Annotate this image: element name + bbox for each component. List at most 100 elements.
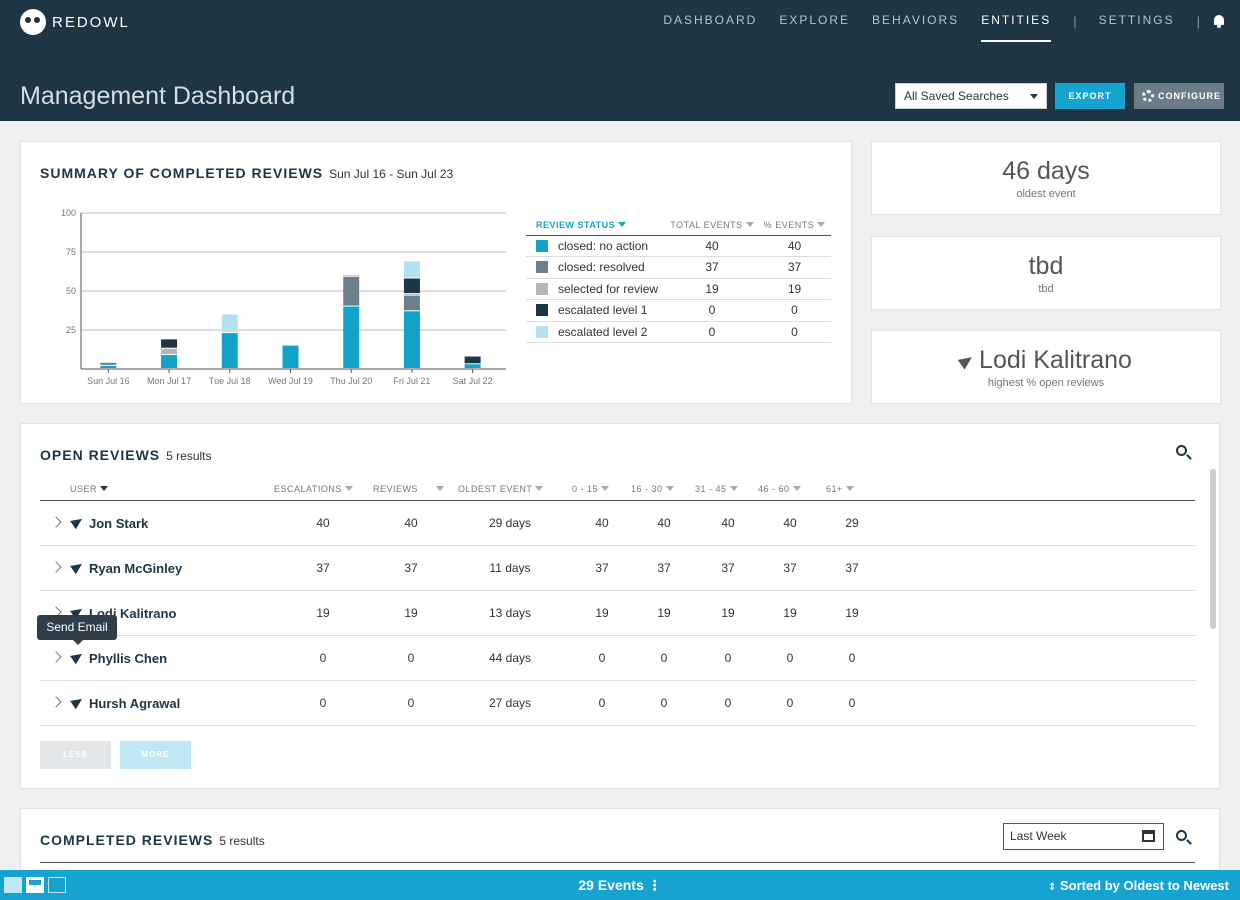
col-46-60[interactable]: 46 - 60 — [758, 484, 801, 494]
send-email-icon[interactable] — [957, 352, 976, 371]
cell-b5: 29 — [845, 516, 859, 530]
col-31-45[interactable]: 31 - 45 — [695, 484, 738, 494]
bar-segment — [403, 261, 420, 278]
col-0-15[interactable]: 0 - 15 — [572, 484, 610, 494]
table-row[interactable]: Ryan McGinley 37 37 11 days 37 37 37 37 37 — [40, 546, 1195, 591]
col-reviews[interactable]: REVIEWS — [373, 484, 445, 494]
bar-segment — [403, 294, 420, 296]
chevron-right-icon[interactable] — [50, 561, 62, 573]
legend-swatch — [536, 261, 548, 274]
send-email-icon[interactable] — [70, 648, 85, 666]
cell-oldest: 13 days — [488, 606, 532, 620]
chevron-right-icon[interactable] — [50, 516, 62, 528]
cell-b2: 19 — [657, 606, 671, 620]
chevron-right-icon[interactable] — [50, 651, 62, 663]
bar-segment — [100, 362, 117, 365]
stat-user-name[interactable]: Lodi Kalitrano — [979, 346, 1132, 374]
cell-b5: 0 — [848, 696, 856, 710]
search-icon[interactable] — [1176, 830, 1187, 841]
table-row[interactable]: Lodi Kalitrano 19 19 13 days 19 19 19 19 19 — [40, 591, 1195, 636]
table-row[interactable]: Hursh Agrawal 0 0 27 days 0 0 0 0 0 — [40, 681, 1195, 726]
search-icon[interactable] — [1176, 445, 1187, 456]
brand-name: REDOWL — [52, 13, 130, 31]
scrollbar[interactable] — [1210, 469, 1216, 629]
send-email-icon[interactable] — [70, 513, 85, 531]
events-count[interactable]: 29 Events ⋮ — [578, 877, 662, 893]
col-user[interactable]: USER — [70, 484, 109, 494]
paper-plane-icon — [70, 514, 85, 530]
status-row[interactable]: closed: resolved 37 37 — [526, 256, 831, 279]
notification-bell-icon[interactable] — [1212, 14, 1226, 28]
legend-swatch — [536, 325, 548, 338]
cell-b3: 0 — [724, 696, 732, 710]
brand-logo[interactable]: REDOWL — [20, 9, 130, 35]
cell-b1: 19 — [595, 606, 609, 620]
status-pct: 0 — [758, 321, 831, 343]
cell-b3: 0 — [724, 651, 732, 665]
user-name[interactable]: Hursh Agrawal — [89, 696, 181, 711]
more-vertical-icon[interactable]: ⋮ — [647, 877, 662, 893]
review-status-table: REVIEW STATUS TOTAL EVENTS % EVENTS clos… — [526, 215, 831, 343]
col-oldest-event[interactable]: OLDEST EVENT — [458, 484, 544, 494]
send-email-icon[interactable] — [70, 693, 85, 711]
col-total-events[interactable]: TOTAL EVENTS — [666, 215, 758, 236]
col-pct-events[interactable]: % EVENTS — [758, 215, 831, 236]
cell-b2: 37 — [657, 561, 671, 575]
user-name[interactable]: Phyllis Chen — [89, 651, 168, 666]
user-name[interactable]: Ryan McGinley — [89, 561, 183, 576]
calendar-icon[interactable] — [1142, 830, 1155, 842]
cell-b4: 19 — [783, 606, 797, 620]
cell-reviews: 37 — [404, 561, 418, 575]
cell-oldest: 11 days — [489, 561, 531, 575]
status-total: 37 — [666, 256, 758, 279]
table-row[interactable]: Phyllis Chen 0 0 44 days 0 0 0 0 0 — [40, 636, 1195, 681]
col-61-plus[interactable]: 61+ — [826, 484, 854, 494]
x-tick-label: Thu Jul 20 — [330, 376, 372, 386]
sort-icon — [665, 486, 674, 491]
nav-explore[interactable]: EXPLORE — [779, 13, 851, 27]
y-tick-label: 100 — [61, 208, 76, 218]
nav-behaviors[interactable]: BEHAVIORS — [872, 13, 960, 27]
gear-icon — [1142, 90, 1154, 102]
more-button[interactable]: MORE — [120, 741, 191, 769]
nav-entities[interactable]: ENTITIES — [981, 0, 1052, 42]
nav-settings[interactable]: SETTINGS — [1098, 13, 1175, 27]
main-nav: DASHBOARD EXPLORE BEHAVIORS ENTITIES | S… — [641, 0, 1240, 42]
sort-order-toggle[interactable]: ⇕ Sorted by Oldest to Newest — [1047, 878, 1229, 893]
cell-escalations: 19 — [316, 606, 330, 620]
col-review-status[interactable]: REVIEW STATUS — [526, 215, 666, 236]
sort-icon — [792, 486, 801, 491]
bar-segment — [403, 311, 420, 368]
user-name[interactable]: Jon Stark — [89, 516, 149, 531]
chevron-right-icon[interactable] — [50, 696, 62, 708]
status-label: escalated level 1 — [526, 299, 666, 322]
export-button[interactable]: EXPORT — [1055, 83, 1125, 109]
stat-value: Lodi Kalitrano — [872, 346, 1220, 375]
status-row[interactable]: closed: no action 40 40 — [526, 235, 831, 257]
bar-segment — [161, 339, 178, 348]
table-row[interactable]: Jon Stark 40 40 29 days 40 40 40 40 29 — [40, 501, 1195, 546]
x-tick-label: Mon Jul 17 — [147, 376, 191, 386]
send-email-icon[interactable] — [70, 558, 85, 576]
period-date-input[interactable]: Last Week — [1003, 823, 1164, 850]
status-row[interactable]: selected for review 19 19 — [526, 278, 831, 300]
col-16-30[interactable]: 16 - 30 — [631, 484, 674, 494]
nav-dashboard[interactable]: DASHBOARD — [663, 13, 758, 27]
less-button[interactable]: LESS — [40, 741, 111, 769]
configure-button[interactable]: CONFIGURE — [1134, 83, 1224, 109]
sort-desc-icon — [100, 486, 109, 491]
cell-b3: 19 — [721, 606, 735, 620]
sort-icon — [845, 486, 854, 491]
saved-searches-select[interactable]: All Saved Searches — [895, 83, 1047, 109]
layout-split-icon[interactable] — [26, 877, 44, 893]
layout-bottom-icon[interactable] — [48, 877, 66, 893]
sort-desc-icon — [618, 221, 627, 227]
header-divider — [40, 862, 1195, 863]
bar-segment — [464, 356, 481, 364]
stat-label: oldest event — [1016, 188, 1076, 200]
col-escalations[interactable]: ESCALATIONS — [274, 484, 353, 494]
configure-label: CONFIGURE — [1158, 91, 1221, 101]
layout-full-icon[interactable] — [4, 877, 22, 893]
